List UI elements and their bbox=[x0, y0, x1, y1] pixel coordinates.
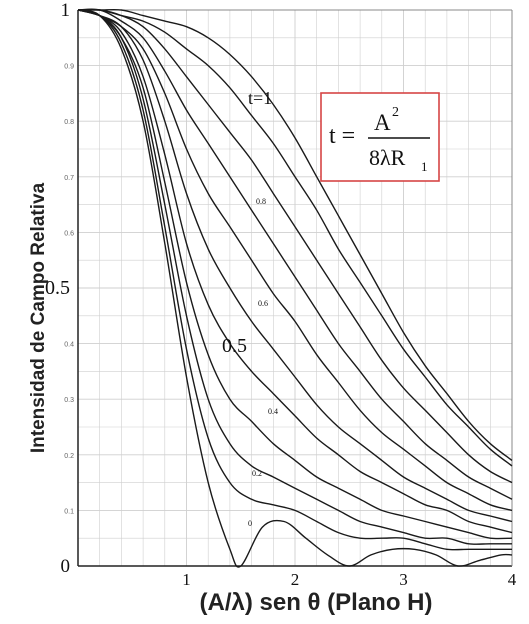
y-minor-tick-label: 0.3 bbox=[64, 397, 74, 404]
x-axis-label: (A/λ) sen θ (Plano H) bbox=[200, 589, 433, 616]
x-tick-label: 3 bbox=[399, 570, 408, 589]
y-minor-tick-label: 0.4 bbox=[64, 342, 74, 349]
curve-label: 0.5 bbox=[222, 335, 247, 357]
curve-labels: 0 0.2 0.4 0.5 0.6 0.8 t=1 bbox=[222, 88, 278, 528]
curve-label: 0.8 bbox=[256, 197, 266, 206]
formula-denominator: 8λR bbox=[369, 145, 406, 170]
tick-labels: 1 2 3 4 0 0.5 1 0.1 0.2 0.3 0.4 0.6 0.7 0.8 0.9 bbox=[45, 0, 517, 589]
series-line-t-0-5 bbox=[77, 9, 513, 523]
x-tick-label: 2 bbox=[291, 570, 300, 589]
y-minor-tick-label: 0.1 bbox=[64, 508, 74, 515]
curve-label: 0.6 bbox=[258, 299, 268, 308]
formula-denominator-subscript: 1 bbox=[421, 159, 428, 174]
series-lines bbox=[77, 8, 513, 568]
x-tick-label: 4 bbox=[508, 570, 517, 589]
series-line-t-0-3 bbox=[77, 9, 513, 540]
series-line-t-0 bbox=[77, 9, 513, 568]
formula-numerator: A bbox=[374, 110, 391, 135]
y-minor-tick-label: 0.8 bbox=[64, 119, 74, 126]
axes bbox=[77, 9, 513, 567]
series-line-t-0-2 bbox=[77, 9, 512, 551]
series-line-t-0-7 bbox=[77, 8, 513, 500]
curve-label: 0 bbox=[248, 519, 252, 528]
y-tick-label: 0 bbox=[61, 556, 71, 577]
curve-label: 0.2 bbox=[252, 469, 262, 478]
y-minor-tick-label: 0.6 bbox=[64, 230, 74, 237]
formula-numerator-exponent: 2 bbox=[392, 105, 399, 120]
formula-box: t = A 2 8λR 1 bbox=[320, 92, 440, 182]
curve-label: t=1 bbox=[248, 88, 272, 108]
x-tick-label: 1 bbox=[182, 570, 191, 589]
series-line-t-0-4 bbox=[77, 9, 513, 534]
y-tick-label: 0.5 bbox=[45, 277, 70, 299]
y-minor-tick-label: 0.7 bbox=[64, 175, 74, 182]
y-minor-tick-label: 0.9 bbox=[64, 64, 74, 71]
series-line-t-1 bbox=[77, 8, 513, 461]
y-axis-label: Intensidad de Campo Relativa bbox=[28, 182, 49, 453]
y-minor-tick-label: 0.2 bbox=[64, 453, 74, 460]
series-line-t-0-25 bbox=[77, 9, 512, 545]
series-line-t-0-6 bbox=[77, 9, 513, 512]
formula-border bbox=[320, 92, 440, 182]
y-tick-label: 1 bbox=[61, 0, 71, 21]
series-line-t-0-9 bbox=[77, 8, 513, 467]
curve-label: 0.4 bbox=[268, 407, 278, 416]
series-line-t-0-8 bbox=[77, 8, 513, 484]
formula-lhs: t = bbox=[329, 123, 355, 149]
